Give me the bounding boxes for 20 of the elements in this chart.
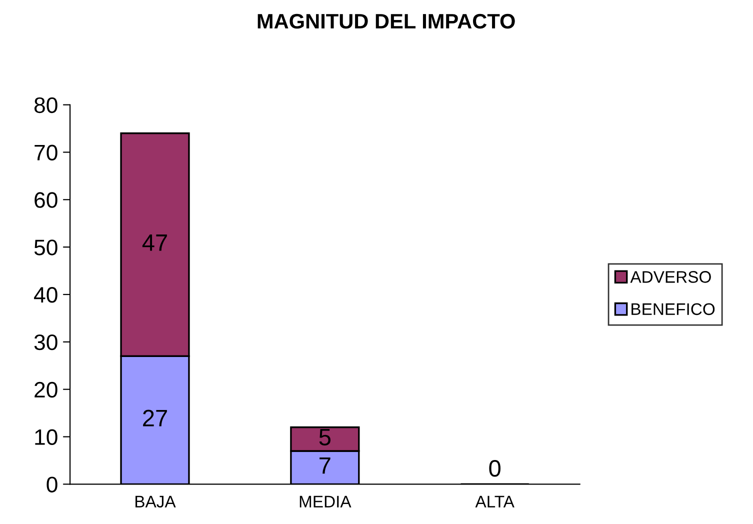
chart-title: MAGNITUD DEL IMPACTO xyxy=(258,14,515,29)
data-label: 27 xyxy=(143,410,167,426)
y-tick-label: 80 xyxy=(34,97,58,114)
data-label: 5 xyxy=(319,428,330,446)
data-label: 47 xyxy=(142,234,167,251)
data-label: 7 xyxy=(320,457,330,474)
y-tick-label: 40 xyxy=(34,287,58,303)
y-tick-label: 20 xyxy=(34,382,58,398)
legend-label: ADVERSO xyxy=(630,271,711,283)
x-tick-label: BAJA xyxy=(136,496,176,508)
y-tick-label: 70 xyxy=(34,144,58,160)
x-tick-label: MEDIA xyxy=(300,496,352,508)
y-tick-label: 30 xyxy=(34,334,58,350)
data-label: 0 xyxy=(489,460,500,477)
legend-label: BENEFICO xyxy=(632,303,715,316)
y-tick-label: 60 xyxy=(34,192,58,208)
y-tick-label: 50 xyxy=(34,240,58,256)
y-tick-label: 0 xyxy=(46,476,58,492)
y-tick-label: 10 xyxy=(35,429,58,446)
x-tick-label: ALTA xyxy=(475,496,514,508)
